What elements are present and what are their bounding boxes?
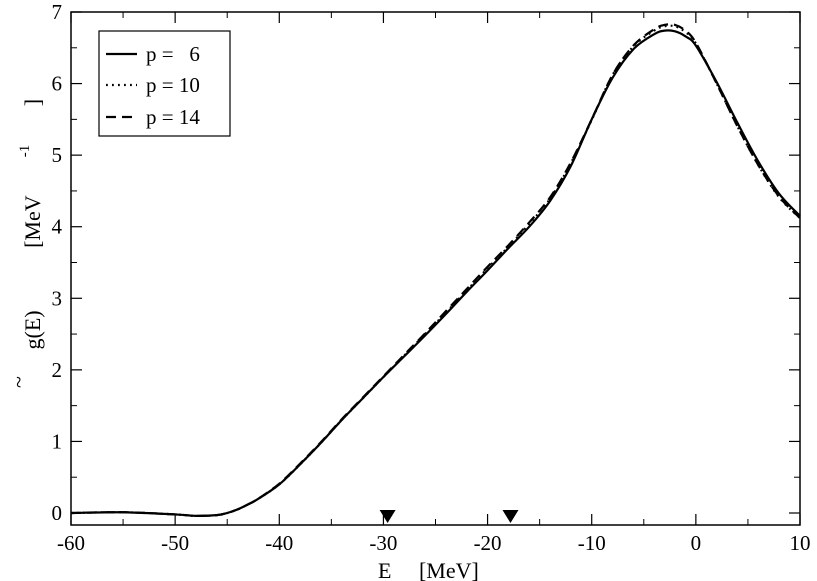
y-tick-label: 5 <box>52 143 63 167</box>
y-tick-label: 2 <box>52 358 63 382</box>
x-tick-label: -10 <box>578 531 606 555</box>
down-triangle-marker <box>502 510 519 523</box>
y-axis-label-exponent: -1 <box>17 145 33 158</box>
markers <box>379 510 519 523</box>
series-line-dashed <box>70 23 801 517</box>
legend: p = 6 p = 10 p = 14 <box>98 30 231 137</box>
y-tick-label: 6 <box>52 72 63 96</box>
y-tick-label: 3 <box>52 286 63 310</box>
x-tick-label: 10 <box>790 531 811 555</box>
y-tick-label: 1 <box>52 429 63 453</box>
x-tick-label: -20 <box>474 531 502 555</box>
legend-label-p14: p = 14 <box>146 105 200 129</box>
x-tick-label: -60 <box>57 531 85 555</box>
y-axis-label-tilde: ~ <box>6 376 31 388</box>
legend-box <box>98 30 231 137</box>
x-tick-label: 0 <box>691 531 702 555</box>
y-axis-label-close: ] <box>20 99 45 106</box>
legend-label-p6: p = 6 <box>146 42 200 66</box>
x-tick-label: -40 <box>265 531 293 555</box>
y-axis-label-main: g(E) <box>20 310 45 349</box>
y-tick-label: 0 <box>52 501 63 525</box>
y-axis-label: ~ g(E) [MeV -1 ] <box>6 71 45 388</box>
y-tick-label: 7 <box>52 0 63 24</box>
y-tick-label: 4 <box>52 215 63 239</box>
series-lines <box>70 23 801 517</box>
ticks: -60 -50 -40 -30 -20 -10 0 10 0 1 2 3 4 5 6 7 <box>52 0 811 555</box>
svg-text:g(E) [MeV -1: g(E) [MeV -1 ] <box>9 71 45 388</box>
y-axis-label-units: [MeV <box>20 195 45 248</box>
x-tick-label: -30 <box>369 531 397 555</box>
x-axis-label: E [MeV] <box>378 558 479 581</box>
x-tick-label: -50 <box>161 531 189 555</box>
legend-label-p10: p = 10 <box>146 73 200 97</box>
down-triangle-marker <box>379 510 396 523</box>
